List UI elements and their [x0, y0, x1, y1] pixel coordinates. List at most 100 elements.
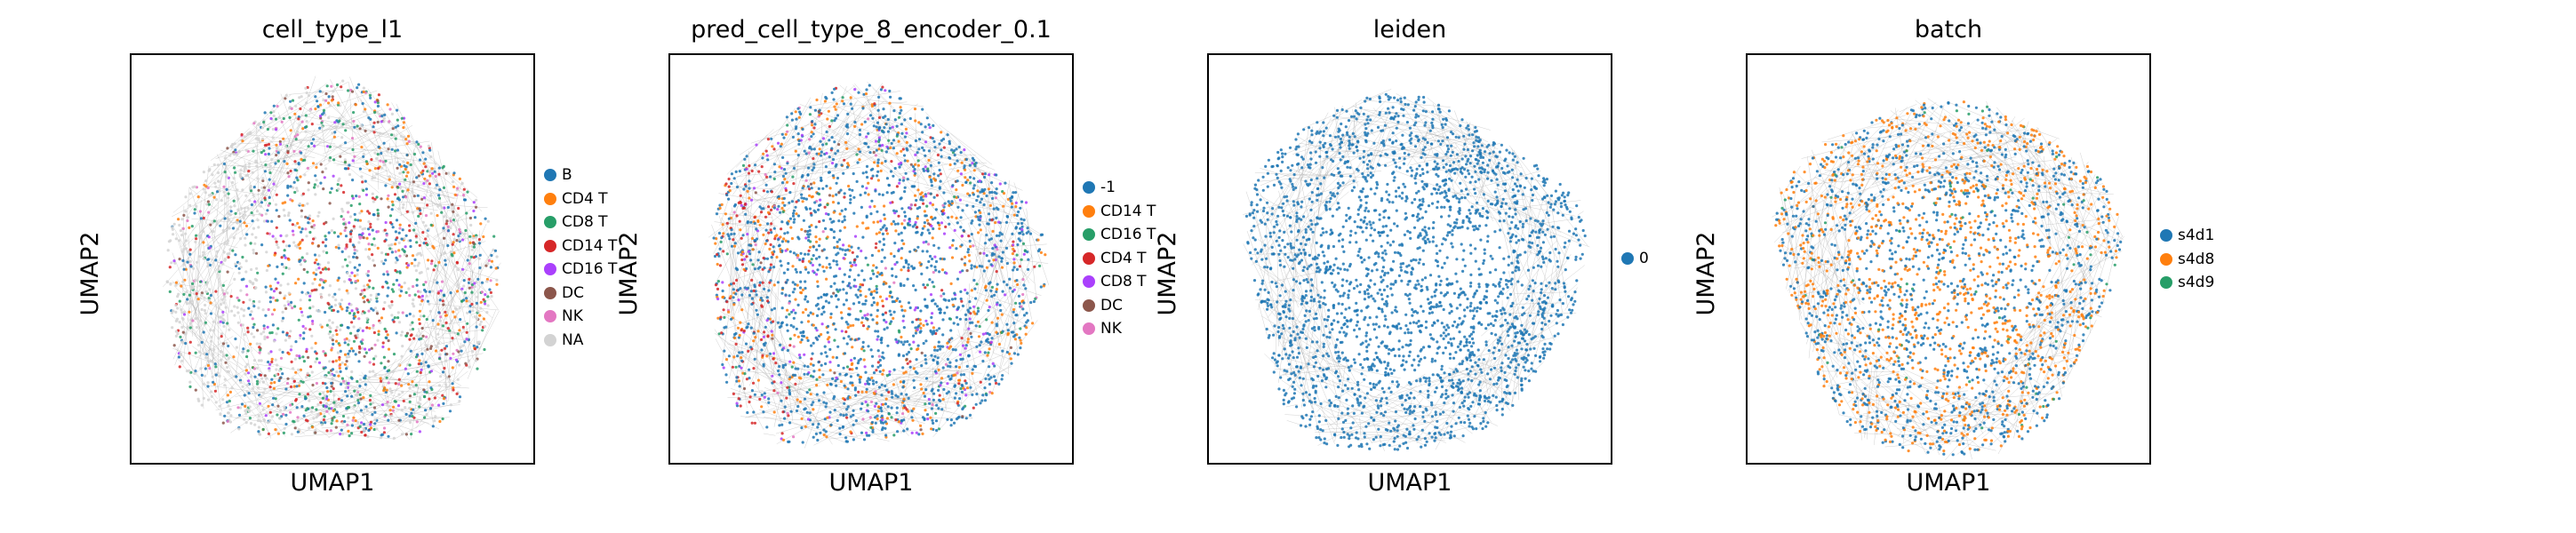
scatter-point: [468, 304, 472, 307]
scatter-point: [283, 297, 286, 300]
scatter-point: [451, 180, 455, 184]
scatter-point: [1014, 226, 1018, 229]
graph-edge: [723, 294, 768, 303]
scatter-point: [342, 218, 346, 221]
scatter-point: [265, 143, 268, 147]
scatter-point: [959, 297, 963, 301]
graph-edge: [872, 393, 909, 437]
scatter-point: [372, 200, 375, 203]
scatter-point: [362, 155, 365, 158]
legend-swatch: [544, 239, 556, 252]
scatter-point: [939, 179, 942, 183]
scatter-point: [966, 179, 970, 182]
scatter-point: [259, 204, 263, 208]
scatter-point: [995, 330, 998, 334]
scatter-svg: [708, 81, 1050, 449]
scatter-point: [437, 311, 441, 314]
scatter-point: [180, 308, 183, 312]
scatter-point: [274, 203, 278, 206]
scatter-point: [324, 238, 328, 242]
scatter-point: [946, 341, 949, 345]
graph-edge: [371, 371, 438, 394]
scatter-point: [289, 385, 293, 388]
scatter-point: [465, 297, 468, 300]
scatter-point: [237, 298, 241, 302]
scatter-point: [372, 125, 375, 129]
scatter-point: [369, 117, 372, 121]
graph-edge: [374, 154, 436, 164]
scatter-point: [227, 192, 230, 195]
scatter-point: [412, 337, 416, 340]
graph-edge: [932, 384, 963, 409]
scatter-point: [269, 350, 273, 354]
scatter-point: [242, 300, 245, 304]
scatter-point: [228, 408, 232, 411]
scatter-point: [469, 281, 473, 284]
scatter-point: [350, 281, 354, 284]
scatter-point: [997, 382, 1001, 386]
scatter-point: [390, 147, 394, 151]
scatter-point: [783, 203, 787, 207]
graph-edge: [432, 246, 444, 284]
scatter-point: [907, 301, 911, 305]
scatter-point: [471, 306, 475, 309]
graph-edge: [258, 139, 286, 207]
scatter-point: [178, 321, 181, 324]
scatter-point: [717, 254, 721, 258]
scatter-point: [244, 365, 247, 369]
scatter-point: [1012, 213, 1016, 217]
scatter-point: [479, 222, 483, 226]
scatter-point: [385, 388, 388, 392]
scatter-point: [328, 202, 332, 205]
scatter-point: [297, 277, 300, 281]
scatter-point: [244, 165, 247, 169]
scatter-point: [866, 403, 869, 407]
scatter-point: [398, 227, 402, 230]
scatter-point: [226, 270, 229, 274]
scatter-point: [983, 351, 987, 354]
scatter-point: [853, 88, 857, 91]
scatter-point: [801, 311, 805, 314]
scatter-point: [943, 202, 947, 205]
graph-edge: [772, 101, 812, 170]
scatter-point: [262, 149, 266, 153]
scatter-point: [866, 263, 869, 266]
graph-edge: [234, 185, 245, 223]
scatter-point: [391, 127, 395, 131]
legend-label: CD16 T: [562, 260, 618, 279]
scatter-point: [321, 286, 324, 290]
scatter-point: [343, 258, 348, 261]
scatter-point: [922, 148, 926, 152]
scatter-point: [342, 379, 346, 383]
scatter-point: [1008, 277, 1012, 281]
scatter-point: [872, 382, 876, 386]
scatter-point: [184, 341, 188, 346]
scatter-point: [834, 294, 837, 298]
scatter-point: [780, 381, 783, 385]
scatter-point: [728, 237, 732, 241]
scatter-point: [266, 127, 269, 131]
scatter-point: [273, 308, 276, 312]
scatter-point: [1009, 357, 1012, 361]
graph-edge: [976, 291, 1014, 306]
scatter-point: [175, 317, 180, 321]
scatter-point: [407, 383, 411, 386]
scatter-point: [825, 402, 828, 405]
scatter-point: [363, 354, 366, 358]
scatter-point: [369, 226, 372, 229]
scatter-point: [182, 292, 186, 296]
scatter-point: [852, 323, 855, 327]
scatter-point: [910, 416, 914, 419]
scatter-point: [200, 403, 204, 407]
scatter-point: [226, 322, 229, 325]
scatter-point: [328, 319, 332, 322]
scatter-point: [298, 246, 302, 250]
scatter-point: [255, 379, 260, 383]
scatter-point: [476, 295, 479, 298]
graph-edge: [338, 404, 460, 415]
scatter-point: [368, 361, 372, 364]
scatter-point: [326, 390, 330, 394]
scatter-point: [329, 373, 332, 377]
scatter-point: [461, 325, 465, 329]
scatter-point: [816, 438, 820, 442]
